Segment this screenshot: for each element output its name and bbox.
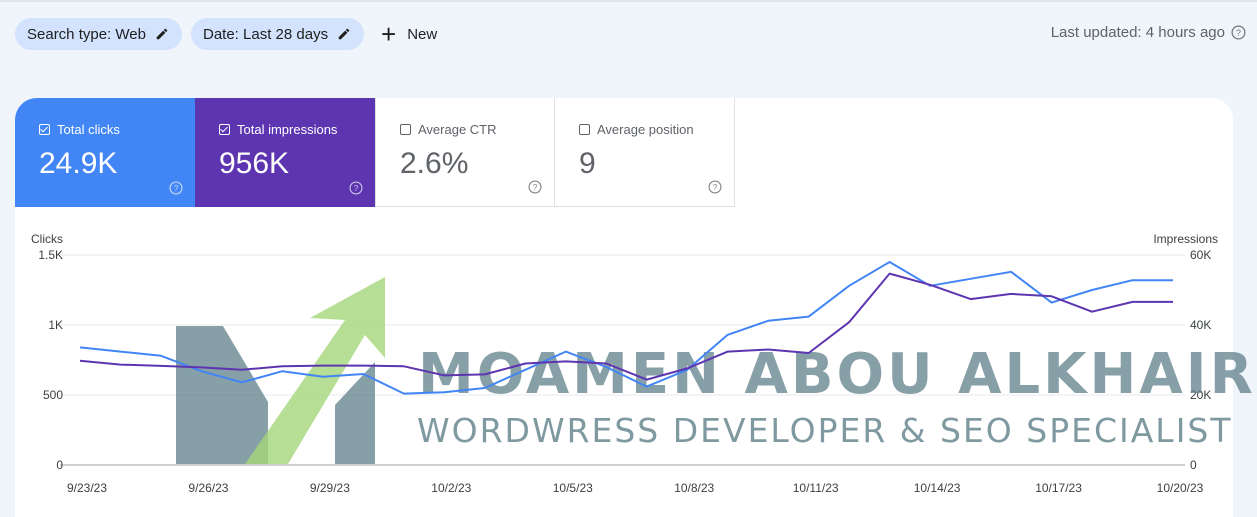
metric-label: Average CTR — [418, 122, 497, 137]
checkbox-unchecked-icon[interactable] — [400, 124, 411, 135]
x-tick-label: 10/20/23 — [1157, 481, 1204, 495]
left-tick-label: 1K — [48, 318, 63, 332]
checkbox-checked-icon[interactable] — [39, 124, 50, 135]
edit-pencil-icon — [156, 28, 168, 40]
x-tick-label: 10/5/23 — [553, 481, 593, 495]
watermark-logo: MOAMEN ABOU ALKHAIR WORDWRESS DEVELOPER … — [176, 277, 1256, 464]
chart-lines — [79, 261, 1173, 395]
left-tick-label: 1.5K — [38, 248, 63, 262]
last-updated: Last updated: 4 hours ago ? — [1051, 24, 1246, 41]
logo-m-shape — [176, 326, 268, 464]
help-icon[interactable]: ? — [528, 180, 542, 194]
left-tick-label: 0 — [56, 458, 63, 472]
help-icon[interactable]: ? — [708, 180, 722, 194]
x-tick-label: 10/2/23 — [431, 481, 471, 495]
metric-average-ctr[interactable]: Average CTR 2.6% ? — [375, 98, 555, 207]
metric-value: 24.9K — [39, 147, 118, 180]
series-line-clicks — [79, 261, 1173, 395]
left-axis-ticks: 0 500 1K 1.5K — [38, 248, 63, 472]
right-tick-label: 60K — [1190, 248, 1211, 262]
x-tick-label: 10/14/23 — [914, 481, 961, 495]
metric-total-clicks[interactable]: Total clicks 24.9K ? — [15, 98, 195, 207]
x-tick-label: 10/11/23 — [793, 481, 839, 495]
checkbox-unchecked-icon[interactable] — [579, 124, 590, 135]
x-tick-label: 9/23/23 — [67, 481, 107, 495]
date-filter-chip[interactable]: Date: Last 28 days — [191, 18, 364, 50]
metric-label: Total clicks — [57, 122, 120, 137]
svg-text:?: ? — [713, 182, 718, 192]
metric-value: 2.6% — [400, 147, 469, 180]
left-axis-title: Clicks — [31, 232, 63, 246]
help-icon[interactable]: ? — [1231, 25, 1246, 40]
right-tick-label: 0 — [1190, 458, 1197, 472]
top-divider — [0, 0, 1257, 2]
date-label: Date: Last 28 days — [203, 25, 329, 43]
metric-label: Average position — [597, 122, 694, 137]
search-type-label: Search type: Web — [27, 25, 146, 43]
metric-label: Total impressions — [237, 122, 338, 137]
x-tick-label: 10/17/23 — [1035, 481, 1082, 495]
search-type-filter-chip[interactable]: Search type: Web — [15, 18, 182, 50]
svg-text:?: ? — [174, 183, 179, 193]
new-filter-label: New — [407, 25, 438, 43]
svg-text:?: ? — [1236, 28, 1241, 38]
x-tick-label: 9/26/23 — [188, 481, 228, 495]
x-tick-label: 10/8/23 — [674, 481, 714, 495]
watermark-subtitle: WORDWRESS DEVELOPER & SEO SPECIALIST — [417, 411, 1233, 450]
x-axis-ticks: 9/23/23 9/26/23 9/29/23 10/2/23 10/5/23 10/8/… — [67, 481, 1204, 495]
x-tick-label: 9/29/23 — [310, 481, 350, 495]
svg-text:?: ? — [354, 183, 359, 193]
watermark-name: MOAMEN ABOU ALKHAIR — [418, 342, 1256, 407]
metric-total-impressions[interactable]: Total impressions 956K ? — [195, 98, 375, 207]
new-filter-button[interactable]: + New — [381, 20, 437, 48]
last-updated-text: Last updated: 4 hours ago — [1050, 24, 1225, 41]
help-icon[interactable]: ? — [169, 181, 183, 195]
svg-text:?: ? — [533, 182, 538, 192]
right-tick-label: 40K — [1190, 318, 1211, 332]
series-line-impressions — [79, 272, 1173, 381]
logo-arrow-shape — [245, 277, 385, 464]
logo-m-right-shape — [335, 362, 375, 464]
help-icon[interactable]: ? — [349, 181, 363, 195]
metric-average-position[interactable]: Average position 9 ? — [555, 98, 735, 207]
metric-value: 9 — [579, 147, 596, 180]
metric-value: 956K — [219, 147, 290, 180]
performance-card: Total clicks 24.9K ? Total impressions 9… — [15, 98, 1233, 517]
right-tick-label: 20K — [1190, 388, 1211, 402]
left-tick-label: 500 — [43, 388, 63, 402]
right-axis-ticks: 0 20K 40K 60K — [1190, 248, 1211, 472]
plus-icon: + — [381, 19, 397, 49]
edit-pencil-icon — [338, 28, 350, 40]
checkbox-checked-icon[interactable] — [219, 124, 230, 135]
right-axis-title: Impressions — [1153, 232, 1218, 246]
